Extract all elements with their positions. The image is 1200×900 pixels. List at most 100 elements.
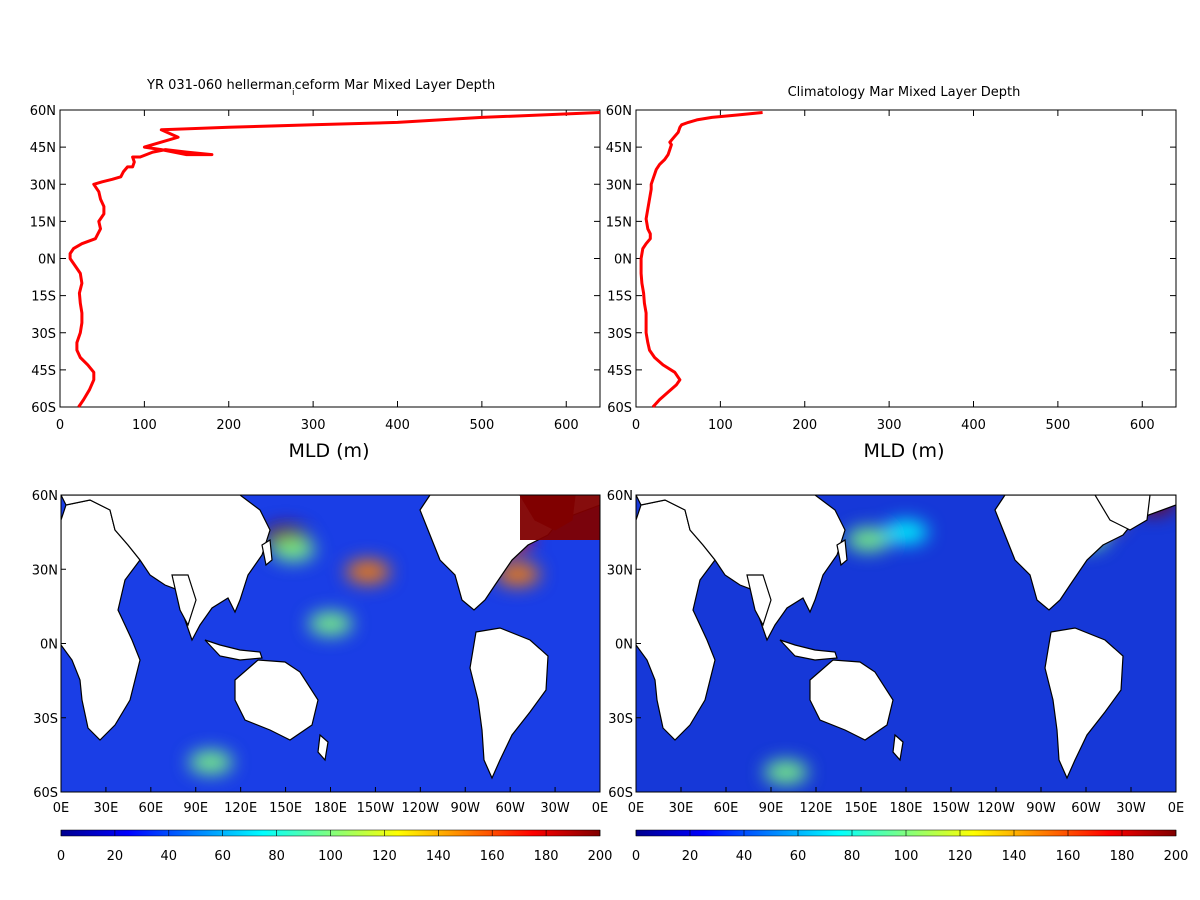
colorbar-tick-label: 200	[588, 849, 613, 864]
y-tick-label: 60N	[30, 104, 56, 119]
y-tick-label: 15S	[31, 290, 56, 305]
y-ticks: 60N 45N 30N 15N 0N 15S 30S 45S 60S	[606, 104, 1176, 416]
y-tick-label: 0N	[614, 253, 632, 268]
x-tick-label: 60E	[714, 801, 739, 816]
new-zealand-land	[892, 733, 904, 762]
x-ticks: 0 100 200 300 400 500 600	[56, 110, 579, 433]
continents	[61, 495, 600, 780]
plot-frame	[635, 109, 1177, 408]
colorbar-tick-label: 160	[480, 849, 505, 864]
y-tick-label: 30N	[606, 178, 632, 193]
x-tick-label: 400	[961, 418, 986, 433]
colorbar-ticks: 0 20 40 60 80 100 120 140 160 180 200	[57, 830, 613, 864]
colorbar-tick-label: 0	[57, 849, 65, 864]
colorbar-tick-label: 20	[682, 849, 699, 864]
y-tick-label: 60N	[606, 104, 632, 119]
y-tick-label: 0N	[38, 253, 56, 268]
x-tick-label: 0	[56, 418, 64, 433]
colorbar-tick-label: 40	[736, 849, 753, 864]
y-tick-label: 30S	[608, 712, 633, 727]
colorbar-tick-label: 180	[1110, 849, 1135, 864]
y-tick-label: 45N	[30, 141, 56, 156]
japan-land	[261, 538, 273, 567]
continents	[636, 495, 1176, 780]
x-tick-label: 200	[792, 418, 817, 433]
x-tick-label: 30E	[94, 801, 119, 816]
y-tick-label: 15N	[30, 215, 56, 230]
x-tick-label: 0E	[592, 801, 609, 816]
japan-land	[836, 538, 848, 567]
mld-hotspot	[308, 611, 353, 636]
greenland-land	[1094, 495, 1151, 531]
x-tick-label: 150E	[844, 801, 877, 816]
colorbar-tick-label: 100	[318, 849, 343, 864]
y-tick-label: 0N	[615, 638, 633, 653]
y-tick-label: 45S	[31, 364, 56, 379]
x-tick-label: 30W	[540, 801, 570, 816]
colorbar-tick-label: 20	[107, 849, 124, 864]
x-tick-label: 30W	[1116, 801, 1146, 816]
x-ticks: 0E 30E 60E 90E 120E 150E 180E 150W 120W 90W 60W 30W…	[628, 787, 1184, 816]
colorbar-tick-label: 60	[214, 849, 231, 864]
y-tick-label: 30N	[30, 178, 56, 193]
mld-hotspot	[271, 537, 316, 562]
y-tick-label: 45S	[607, 364, 632, 379]
australia-land	[234, 659, 319, 741]
x-tick-label: 600	[554, 418, 579, 433]
x-tick-label: 150W	[932, 801, 970, 816]
y-tick-label: 60S	[31, 401, 56, 416]
india-land	[746, 574, 772, 627]
y-tick-label: 30N	[607, 563, 633, 578]
india-land	[171, 574, 197, 627]
profile-title-climatology: Climatology Mar Mixed Layer Depth	[788, 85, 1021, 100]
mld-hotspot	[345, 559, 390, 584]
x-tick-label: 180E	[314, 801, 347, 816]
x-tick-label: 150E	[269, 801, 302, 816]
x-tick-label: 0E	[53, 801, 70, 816]
y-tick-label: 60S	[607, 401, 632, 416]
colorbar-tick-label: 120	[372, 849, 397, 864]
indonesia-land	[204, 639, 263, 661]
colorbar-tick-label: 80	[844, 849, 861, 864]
x-tick-label: 60W	[495, 801, 525, 816]
indonesia-land	[779, 639, 838, 661]
y-ticks: 60N 45N 30N 15N 0N 15S 30S 45S 60S	[30, 104, 600, 416]
x-tick-label: 30E	[669, 801, 694, 816]
x-tick-label: 90W	[1026, 801, 1056, 816]
x-tick-label: 60E	[138, 801, 163, 816]
x-tick-label: 0	[632, 418, 640, 433]
mld-hotspot	[188, 750, 233, 775]
y-tick-label: 30S	[607, 327, 632, 342]
colorbar-tick-label: 160	[1056, 849, 1081, 864]
x-tick-label: 120E	[799, 801, 832, 816]
x-tick-label: 180E	[889, 801, 922, 816]
mld-hotspot	[764, 760, 808, 785]
x-tick-label: 400	[385, 418, 410, 433]
colorbar-tick-label: 180	[534, 849, 559, 864]
australia-land	[809, 659, 894, 741]
colorbar-tick-label: 100	[894, 849, 919, 864]
colorbar-tick-label: 40	[161, 849, 178, 864]
y-tick-label: 15N	[606, 215, 632, 230]
profile-panel-model: YR 031-060 hellermaniceform Mar Mixed La…	[30, 78, 601, 462]
colorbar-tick-label: 60	[790, 849, 807, 864]
y-ticks: 60N 30N 0N 30S 60S	[607, 489, 641, 801]
profile-title-model: YR 031-060 hellermaniceform Mar Mixed La…	[146, 78, 495, 98]
x-tick-label: 300	[877, 418, 902, 433]
colorbar-tick-label: 0	[632, 849, 640, 864]
south-america-land	[1044, 627, 1124, 780]
x-tick-label: 120W	[977, 801, 1015, 816]
y-tick-label: 60S	[608, 786, 633, 801]
mld-map-climatology: 0E 30E 60E 90E 120E 150E 180E 150W 120W 90W 60W 30W…	[607, 489, 1189, 864]
x-tick-label: 90E	[759, 801, 784, 816]
y-tick-label: 45N	[606, 141, 632, 156]
y-tick-label: 0N	[40, 638, 58, 653]
y-tick-label: 15S	[607, 290, 632, 305]
x-axis-label: MLD (m)	[864, 440, 945, 462]
mld-map-model: 0E 30E 60E 90E 120E 150E 180E 150W 120W 90W 60W 30W…	[32, 489, 613, 864]
colorbar-tick-label: 120	[948, 849, 973, 864]
y-tick-label: 30N	[32, 563, 58, 578]
mld-hotspots	[188, 495, 555, 775]
x-tick-label: 500	[1045, 418, 1070, 433]
